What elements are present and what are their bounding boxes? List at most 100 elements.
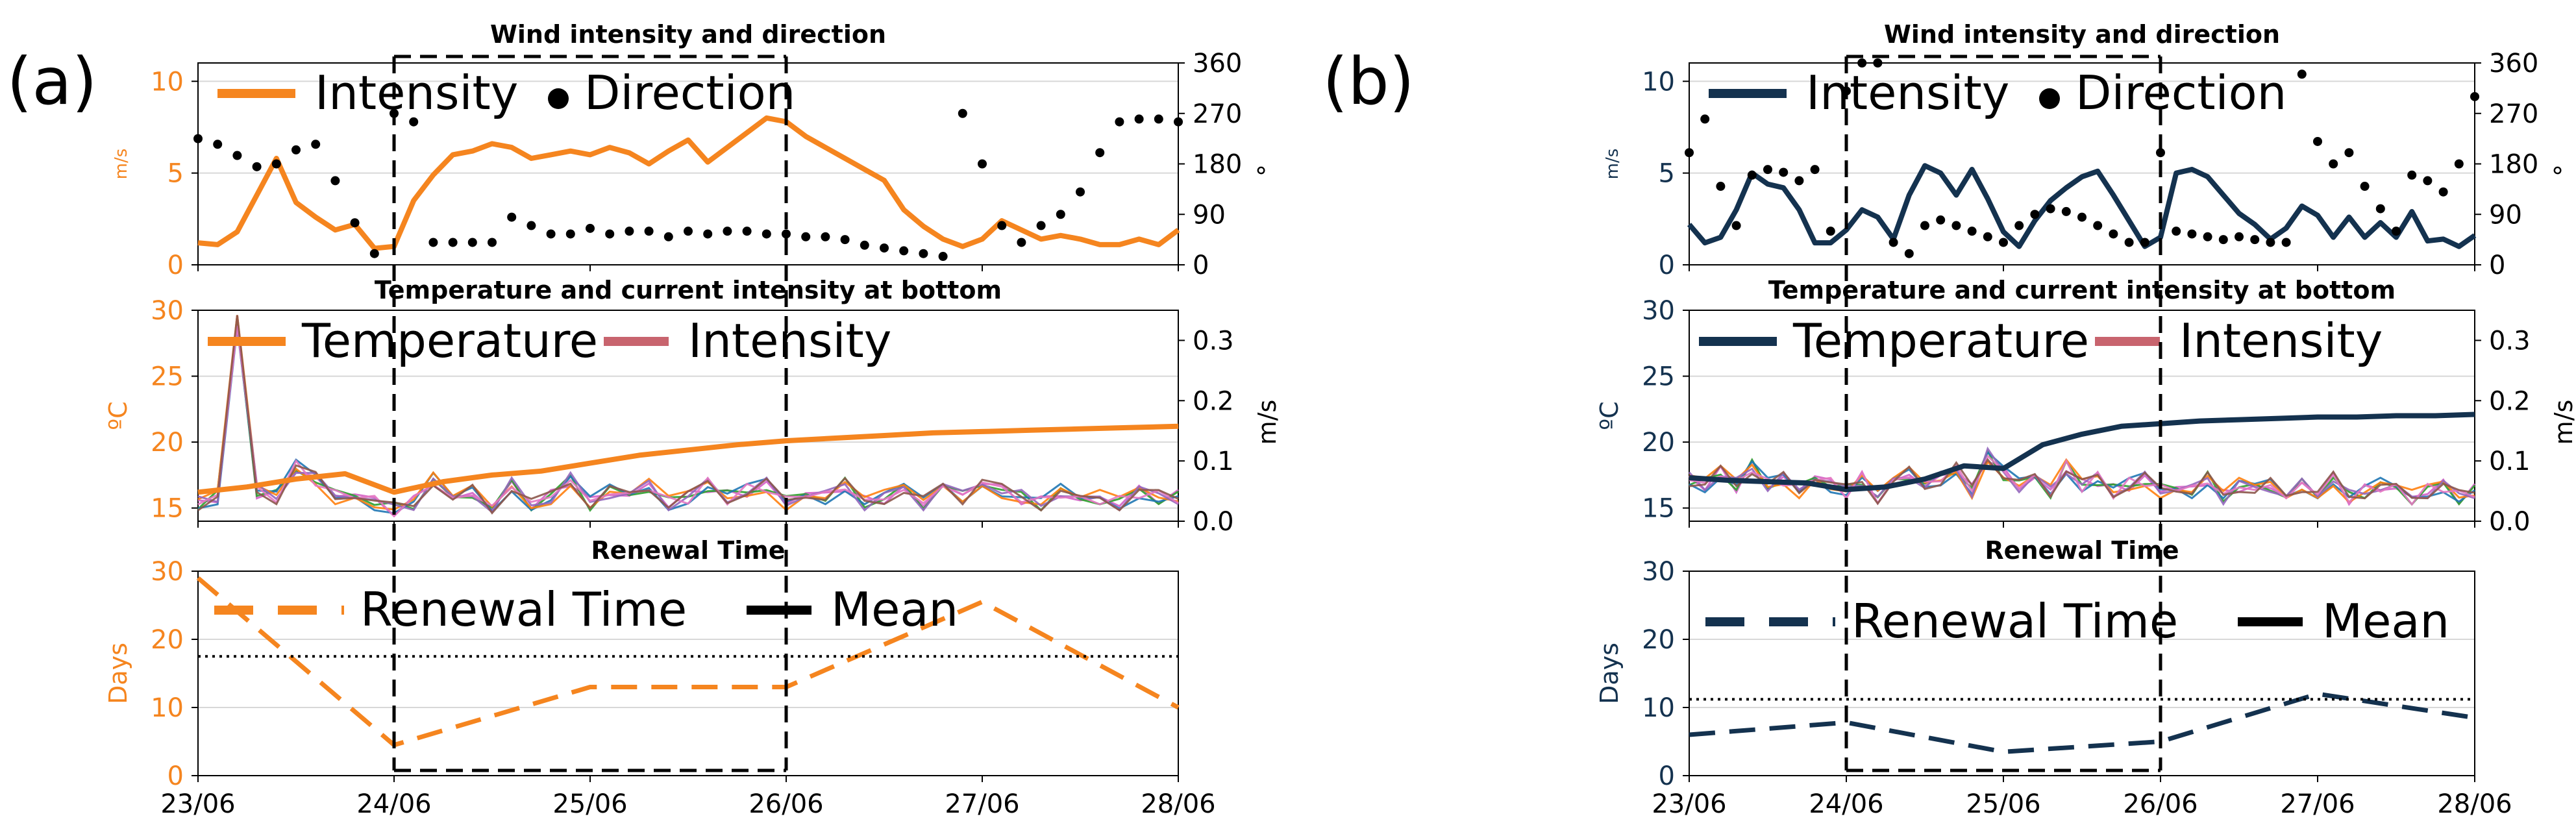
y-axis-label: m/s <box>112 149 131 180</box>
direction-point <box>1076 187 1085 197</box>
direction-point <box>2140 238 2149 247</box>
direction-point <box>1700 114 1710 124</box>
direction-point <box>1056 210 1065 219</box>
y2-tick-label: 0.2 <box>1193 386 1234 416</box>
direction-point <box>2124 238 2134 247</box>
direction-point <box>330 176 340 186</box>
direction-point <box>742 227 752 236</box>
direction-point <box>899 246 909 256</box>
plot-frame <box>197 571 1179 776</box>
y-tick-label: 5 <box>167 159 184 189</box>
direction-point <box>526 221 536 230</box>
y-tick-label: 0 <box>1659 251 1675 280</box>
direction-point <box>2030 210 2040 219</box>
direction-point <box>1134 114 1144 124</box>
direction-point <box>2407 170 2417 180</box>
current-intensity-line <box>197 325 1179 518</box>
highlight-overlay-a <box>392 55 788 772</box>
direction-point <box>2329 159 2338 169</box>
direction-point <box>2109 229 2118 239</box>
plot-title: Temperature and current intensity at bot… <box>375 276 1002 304</box>
y-tick-label: 15 <box>151 494 184 524</box>
direction-point <box>311 140 321 149</box>
legend: Temperature Intensity <box>1699 314 2383 368</box>
direction-point <box>2281 238 2291 247</box>
panel-b-2: Temperature and current intensity at bot… <box>1595 276 2576 537</box>
direction-point <box>997 221 1007 230</box>
direction-point <box>2454 159 2464 169</box>
direction-point <box>1936 215 1946 225</box>
direction-point <box>232 151 242 160</box>
x-tick-label: 26/06 <box>2123 789 2198 819</box>
y2-tick-label: 180 <box>1193 150 1242 180</box>
direction-point <box>1999 238 2008 247</box>
x-tick-label: 24/06 <box>356 789 431 819</box>
legend: Intensity Direction <box>1709 66 2286 120</box>
y-tick-label: 0 <box>1659 761 1675 791</box>
series-renewal-line <box>1689 691 2475 754</box>
plot-title: Wind intensity and direction <box>1884 20 2280 49</box>
y-axis-label: ºC <box>104 401 132 430</box>
legend-label-direction: Direction <box>584 66 795 120</box>
direction-point <box>1115 117 1124 127</box>
x-tick-label: 28/06 <box>2437 789 2512 819</box>
direction-point <box>428 238 438 247</box>
x-tick-label: 25/06 <box>552 789 627 819</box>
series-intensity-line <box>197 115 1180 251</box>
y2-axis-label: ° <box>1253 164 1282 177</box>
direction-point <box>2438 187 2448 197</box>
direction-point <box>1873 58 1883 68</box>
direction-point <box>586 223 595 233</box>
direction-point <box>840 235 850 245</box>
direction-point <box>2014 221 2024 230</box>
legend-label-renewal: Renewal Time <box>360 582 687 637</box>
panel-a-3: Renewal Time 0 10 20 30 Days 23/06 24/06 25/06 26… <box>104 536 1216 819</box>
direction-point <box>2470 92 2479 101</box>
legend-label-intensity: Intensity <box>688 314 891 368</box>
direction-point <box>1904 249 1914 258</box>
y-tick-label: 10 <box>1642 693 1675 723</box>
legend-swatch-direction <box>548 88 569 109</box>
direction-point <box>782 229 791 239</box>
direction-point <box>2203 232 2212 241</box>
direction-point <box>1889 238 1898 247</box>
direction-point <box>1794 176 1804 186</box>
direction-point <box>1810 165 1820 175</box>
direction-point <box>2156 148 2165 158</box>
direction-point <box>252 162 262 171</box>
direction-point <box>350 218 360 228</box>
direction-point <box>1731 221 1741 230</box>
direction-point <box>958 108 967 118</box>
direction-point <box>2423 176 2433 186</box>
direction-point <box>2093 221 2103 230</box>
panel-label-a: (a) <box>6 43 97 119</box>
direction-point <box>1763 165 1772 175</box>
direction-point <box>1967 227 1977 236</box>
y-axis-label: Days <box>104 643 132 704</box>
direction-point <box>703 229 713 239</box>
direction-point <box>1983 232 1992 241</box>
direction-point <box>1095 148 1105 158</box>
series-intensity-line <box>1687 163 2477 249</box>
y-tick-label: 30 <box>151 557 184 587</box>
direction-point <box>1857 58 1867 68</box>
direction-point <box>546 229 556 239</box>
panel-b-3: Renewal Time 0 10 20 30 Days 23/06 24/06 25/06 26… <box>1595 536 2512 819</box>
plot-title: Renewal Time <box>591 536 785 565</box>
y-tick-label: 30 <box>1642 557 1675 587</box>
panel-a-1: Wind intensity and direction 0 5 10 m/s 0 90 18… <box>112 20 1282 280</box>
direction-point <box>1036 221 1046 230</box>
plot-frame <box>1689 571 2475 776</box>
y-tick-label: 20 <box>1642 625 1675 655</box>
series-temperature-line <box>197 423 1179 495</box>
y2-tick-label: 180 <box>2489 150 2538 180</box>
panel-label-b: (b) <box>1322 43 1415 119</box>
y2-tick-label: 0.2 <box>2489 386 2531 416</box>
y2-axis-label: m/s <box>2549 400 2576 445</box>
direction-point <box>193 134 203 143</box>
direction-point <box>2250 235 2260 245</box>
y-tick-label: 20 <box>151 625 184 655</box>
direction-point <box>271 159 281 169</box>
y-axis-label: ºC <box>1595 401 1624 430</box>
